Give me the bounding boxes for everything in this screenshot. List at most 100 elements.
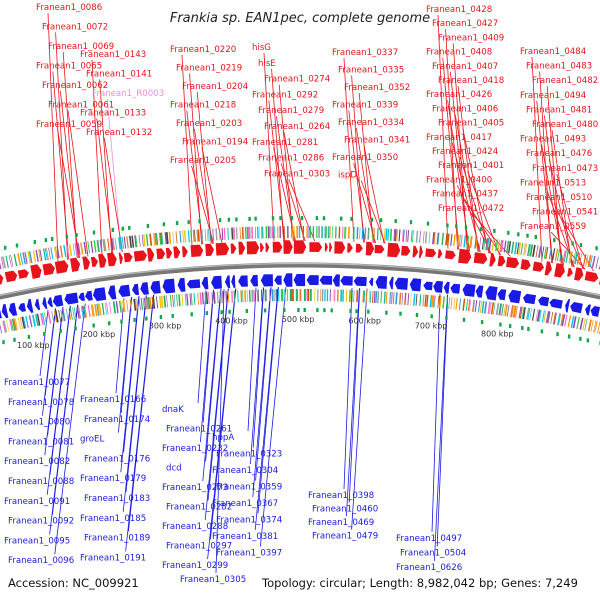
feature-marker <box>227 217 231 222</box>
cog-stripe <box>372 227 374 240</box>
cog-stripe <box>326 289 329 302</box>
cog-stripe <box>135 298 138 311</box>
gene-label-forward: Franean1_0482 <box>532 76 598 86</box>
cog-stripe <box>179 230 182 243</box>
cog-stripe <box>83 241 87 254</box>
cog-stripe <box>65 308 69 321</box>
gene-arrow <box>306 275 319 285</box>
gene-arrow <box>108 285 117 300</box>
connector-line <box>202 289 215 423</box>
cog-stripe <box>135 235 138 248</box>
cog-stripe <box>590 320 594 332</box>
feature-marker <box>218 218 222 223</box>
cog-stripe <box>484 301 488 314</box>
cog-stripe <box>316 226 318 239</box>
cog-stripe <box>155 233 159 246</box>
gene-arrow <box>34 298 41 311</box>
gene-label-forward: Franean1_0220 <box>170 45 236 55</box>
cog-stripe <box>121 236 125 249</box>
gene-label-forward: Franean1_0559 <box>520 222 586 232</box>
gene-arrow <box>238 275 248 287</box>
connector-line <box>57 129 80 258</box>
gene-arrow <box>324 243 328 252</box>
cog-stripe <box>565 250 569 263</box>
gene-label-reverse: Franean1_0479 <box>312 532 378 542</box>
gene-arrow <box>489 253 496 267</box>
cog-stripe <box>594 320 598 333</box>
gene-arrow <box>319 275 333 285</box>
cog-stripe <box>458 234 461 247</box>
gene-label-forward: Franean1_0481 <box>526 105 592 115</box>
cog-stripe <box>338 226 341 239</box>
gene-arrow <box>508 289 522 304</box>
cog-stripe <box>78 306 81 319</box>
gene-label-reverse: Franean1_0367 <box>212 499 278 509</box>
cog-stripe <box>265 226 268 239</box>
gene-arrow <box>8 302 18 316</box>
cog-stripe <box>385 228 388 241</box>
feature-marker <box>315 216 319 221</box>
feature-marker <box>145 316 148 321</box>
cog-stripe <box>587 255 592 268</box>
feature-marker <box>92 230 96 235</box>
gene-label-forward: Franean1_0480 <box>532 120 598 130</box>
feature-marker <box>322 216 326 221</box>
cog-stripe <box>481 301 485 314</box>
connector-line <box>280 163 306 242</box>
cog-stripe <box>560 313 564 326</box>
cog-stripe <box>136 298 139 311</box>
cog-stripe <box>87 305 91 317</box>
cog-stripe <box>538 245 542 258</box>
gene-label-reverse: Franean1_0299 <box>162 561 228 571</box>
cog-stripe <box>225 290 228 303</box>
cog-stripe <box>53 246 57 259</box>
cog-stripe <box>70 307 73 320</box>
cog-stripe <box>511 305 515 318</box>
gene-label-reverse: Franean1_0174 <box>84 415 150 425</box>
gene-label-forward: Franean1_0418 <box>438 76 504 86</box>
cog-stripe <box>410 293 412 306</box>
cog-stripe <box>158 232 162 245</box>
feature-marker <box>527 327 530 331</box>
feature-marker <box>75 233 78 238</box>
gene-arrow <box>165 247 173 259</box>
cog-stripe <box>28 315 33 328</box>
cog-stripe <box>505 304 508 317</box>
cog-stripe <box>241 227 244 240</box>
cog-stripe <box>154 233 157 246</box>
gene-label-forward: Franean1_0061 <box>48 101 114 111</box>
feature-marker <box>493 228 496 233</box>
gene-label-reverse: Franean1_0078 <box>8 398 74 408</box>
gene-label-forward: hisE <box>258 59 276 69</box>
gene-arrow <box>409 278 422 292</box>
cog-stripe <box>279 226 281 239</box>
gene-arrow <box>272 241 283 253</box>
cog-stripe <box>220 291 223 304</box>
gene-arrow <box>0 273 4 285</box>
cog-stripe <box>93 240 97 253</box>
gene-label-forward: Franean1_0407 <box>432 62 498 72</box>
cog-stripe <box>197 229 200 242</box>
cog-stripe <box>447 233 450 246</box>
cog-stripe <box>206 292 209 305</box>
cog-stripe <box>80 306 84 319</box>
gene-arrow <box>355 243 363 253</box>
gene-label-forward: Franean1_0143 <box>80 50 146 60</box>
cog-stripe <box>513 305 517 318</box>
connector-line <box>531 56 543 262</box>
cog-stripe <box>569 251 573 264</box>
gene-label-forward: Franean1_0513 <box>520 178 586 188</box>
gene-arrow <box>205 243 214 257</box>
cog-stripe <box>114 237 117 250</box>
connector-line <box>452 142 481 253</box>
scale-tick-label: 100 kbp <box>17 341 50 350</box>
cog-stripe <box>392 292 395 305</box>
cog-stripe <box>472 299 475 312</box>
feature-marker <box>379 218 383 223</box>
cog-stripe <box>344 226 346 239</box>
cog-stripe <box>503 304 506 317</box>
gene-label-forward: Franean1_0218 <box>170 101 236 111</box>
cog-stripe <box>44 248 48 261</box>
gene-label-forward: Franean1_0472 <box>438 204 504 214</box>
feature-marker <box>399 311 402 316</box>
